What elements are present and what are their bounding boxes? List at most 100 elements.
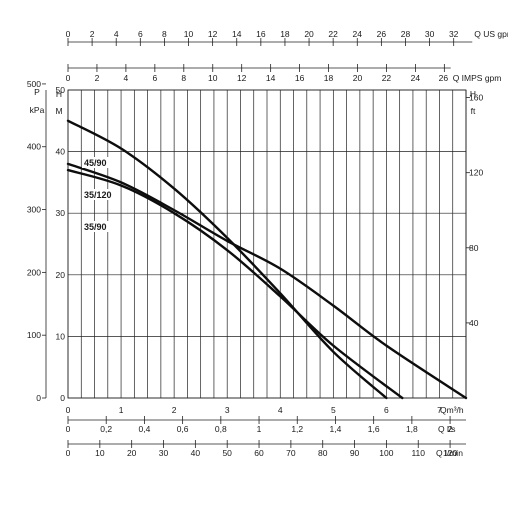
tick-label-lmin: 100 xyxy=(379,448,393,458)
axis-label-kpa-part: kPa xyxy=(30,105,45,115)
tick-label-lmin: 90 xyxy=(350,448,360,458)
tick-label-us-gpm: 32 xyxy=(449,29,459,39)
tick-label-us-gpm: 14 xyxy=(232,29,242,39)
axis-label-imps-gpm: Q IMPS gpm xyxy=(453,73,502,83)
tick-label-x: 6 xyxy=(384,405,389,415)
tick-label-imps-gpm: 18 xyxy=(324,73,334,83)
tick-label-x: 3 xyxy=(225,405,230,415)
tick-label-ls: 0 xyxy=(66,424,71,434)
tick-label-us-gpm: 10 xyxy=(184,29,194,39)
tick-label-ft: 80 xyxy=(469,243,479,253)
series-line xyxy=(66,168,404,400)
tick-label-x: 0 xyxy=(66,405,71,415)
tick-label-y-m: 0 xyxy=(60,393,65,403)
tick-label-imps-gpm: 22 xyxy=(382,73,392,83)
tick-label-kpa: 500 xyxy=(27,79,41,89)
chart-axes xyxy=(42,38,473,448)
series-label-bg xyxy=(82,157,112,168)
tick-label-x: 5 xyxy=(331,405,336,415)
series-line xyxy=(66,162,468,400)
tick-label-imps-gpm: 8 xyxy=(181,73,186,83)
tick-label-us-gpm: 0 xyxy=(66,29,71,39)
tick-label-imps-gpm: 10 xyxy=(208,73,218,83)
tick-label-us-gpm: 12 xyxy=(208,29,218,39)
tick-label-imps-gpm: 12 xyxy=(237,73,247,83)
tick-label-x: 2 xyxy=(172,405,177,415)
series-line xyxy=(66,119,388,400)
tick-label-lmin: 60 xyxy=(254,448,264,458)
axis-label-x: Qm³/h xyxy=(440,405,464,415)
tick-label-imps-gpm: 6 xyxy=(152,73,157,83)
tick-label-y-m: 20 xyxy=(56,270,66,280)
tick-label-lmin: 80 xyxy=(318,448,328,458)
tick-label-us-gpm: 6 xyxy=(138,29,143,39)
tick-label-x: 7 xyxy=(437,405,442,415)
tick-label-lmin: 50 xyxy=(222,448,232,458)
tick-label-kpa: 200 xyxy=(27,267,41,277)
tick-label-imps-gpm: 14 xyxy=(266,73,276,83)
tick-label-us-gpm: 24 xyxy=(353,29,363,39)
tick-label-ft: 40 xyxy=(469,318,479,328)
tick-label-x: 4 xyxy=(278,405,283,415)
series-label: 45/90 xyxy=(84,158,107,168)
tick-label-imps-gpm: 2 xyxy=(95,73,100,83)
tick-label-us-gpm: 18 xyxy=(280,29,290,39)
tick-label-imps-gpm: 26 xyxy=(439,73,449,83)
tick-label-us-gpm: 8 xyxy=(162,29,167,39)
axis-label-ft-part: ft xyxy=(471,106,476,116)
plot-grid xyxy=(67,89,467,399)
tick-label-lmin: 40 xyxy=(191,448,201,458)
tick-label-us-gpm: 20 xyxy=(304,29,314,39)
tick-label-ls: 1,4 xyxy=(330,424,342,434)
tick-label-imps-gpm: 4 xyxy=(124,73,129,83)
tick-label-ls: 1,8 xyxy=(406,424,418,434)
tick-label-ls: 1,2 xyxy=(291,424,303,434)
axis-label-lmin: Q l/min xyxy=(436,448,463,458)
tick-label-us-gpm: 16 xyxy=(256,29,266,39)
axis-label-us-gpm: Q US gpm xyxy=(474,29,508,39)
tick-label-ft: 120 xyxy=(469,168,483,178)
series-label-bg xyxy=(82,221,112,232)
tick-label-imps-gpm: 16 xyxy=(295,73,305,83)
tick-label-ls: 0,2 xyxy=(100,424,112,434)
tick-label-kpa: 300 xyxy=(27,205,41,215)
tick-label-lmin: 30 xyxy=(159,448,169,458)
tick-label-kpa: 0 xyxy=(36,393,41,403)
tick-label-ls: 1 xyxy=(257,424,262,434)
series-label-bg xyxy=(82,189,112,200)
tick-label-lmin: 110 xyxy=(411,448,425,458)
tick-label-x: 1 xyxy=(119,405,124,415)
chart-series xyxy=(66,119,468,400)
tick-label-us-gpm: 28 xyxy=(401,29,411,39)
series-label: 35/120 xyxy=(84,190,112,200)
axis-label-kpa-part: P xyxy=(34,87,40,97)
tick-label-imps-gpm: 0 xyxy=(66,73,71,83)
tick-label-ls: 0,8 xyxy=(215,424,227,434)
tick-label-ls: 2 xyxy=(448,424,453,434)
tick-label-kpa: 100 xyxy=(27,330,41,340)
tick-label-lmin: 70 xyxy=(286,448,296,458)
axis-label-y-m-part: M xyxy=(55,106,62,116)
tick-label-kpa: 400 xyxy=(27,142,41,152)
tick-label-y-m: 50 xyxy=(56,85,66,95)
tick-label-lmin: 120 xyxy=(443,448,457,458)
tick-label-us-gpm: 22 xyxy=(328,29,338,39)
tick-label-us-gpm: 26 xyxy=(377,29,387,39)
series-label: 35/90 xyxy=(84,222,107,232)
tick-label-y-m: 30 xyxy=(56,208,66,218)
axis-label-ft-part: H xyxy=(470,89,476,99)
tick-label-us-gpm: 2 xyxy=(90,29,95,39)
tick-label-y-m: 10 xyxy=(56,331,66,341)
tick-label-lmin: 10 xyxy=(95,448,105,458)
axis-label-y-m-part: H xyxy=(56,89,62,99)
tick-label-us-gpm: 4 xyxy=(114,29,119,39)
tick-label-ls: 1,6 xyxy=(368,424,380,434)
tick-label-imps-gpm: 20 xyxy=(353,73,363,83)
tick-label-imps-gpm: 24 xyxy=(411,73,421,83)
tick-label-ls: 0,6 xyxy=(177,424,189,434)
tick-label-lmin: 20 xyxy=(127,448,137,458)
